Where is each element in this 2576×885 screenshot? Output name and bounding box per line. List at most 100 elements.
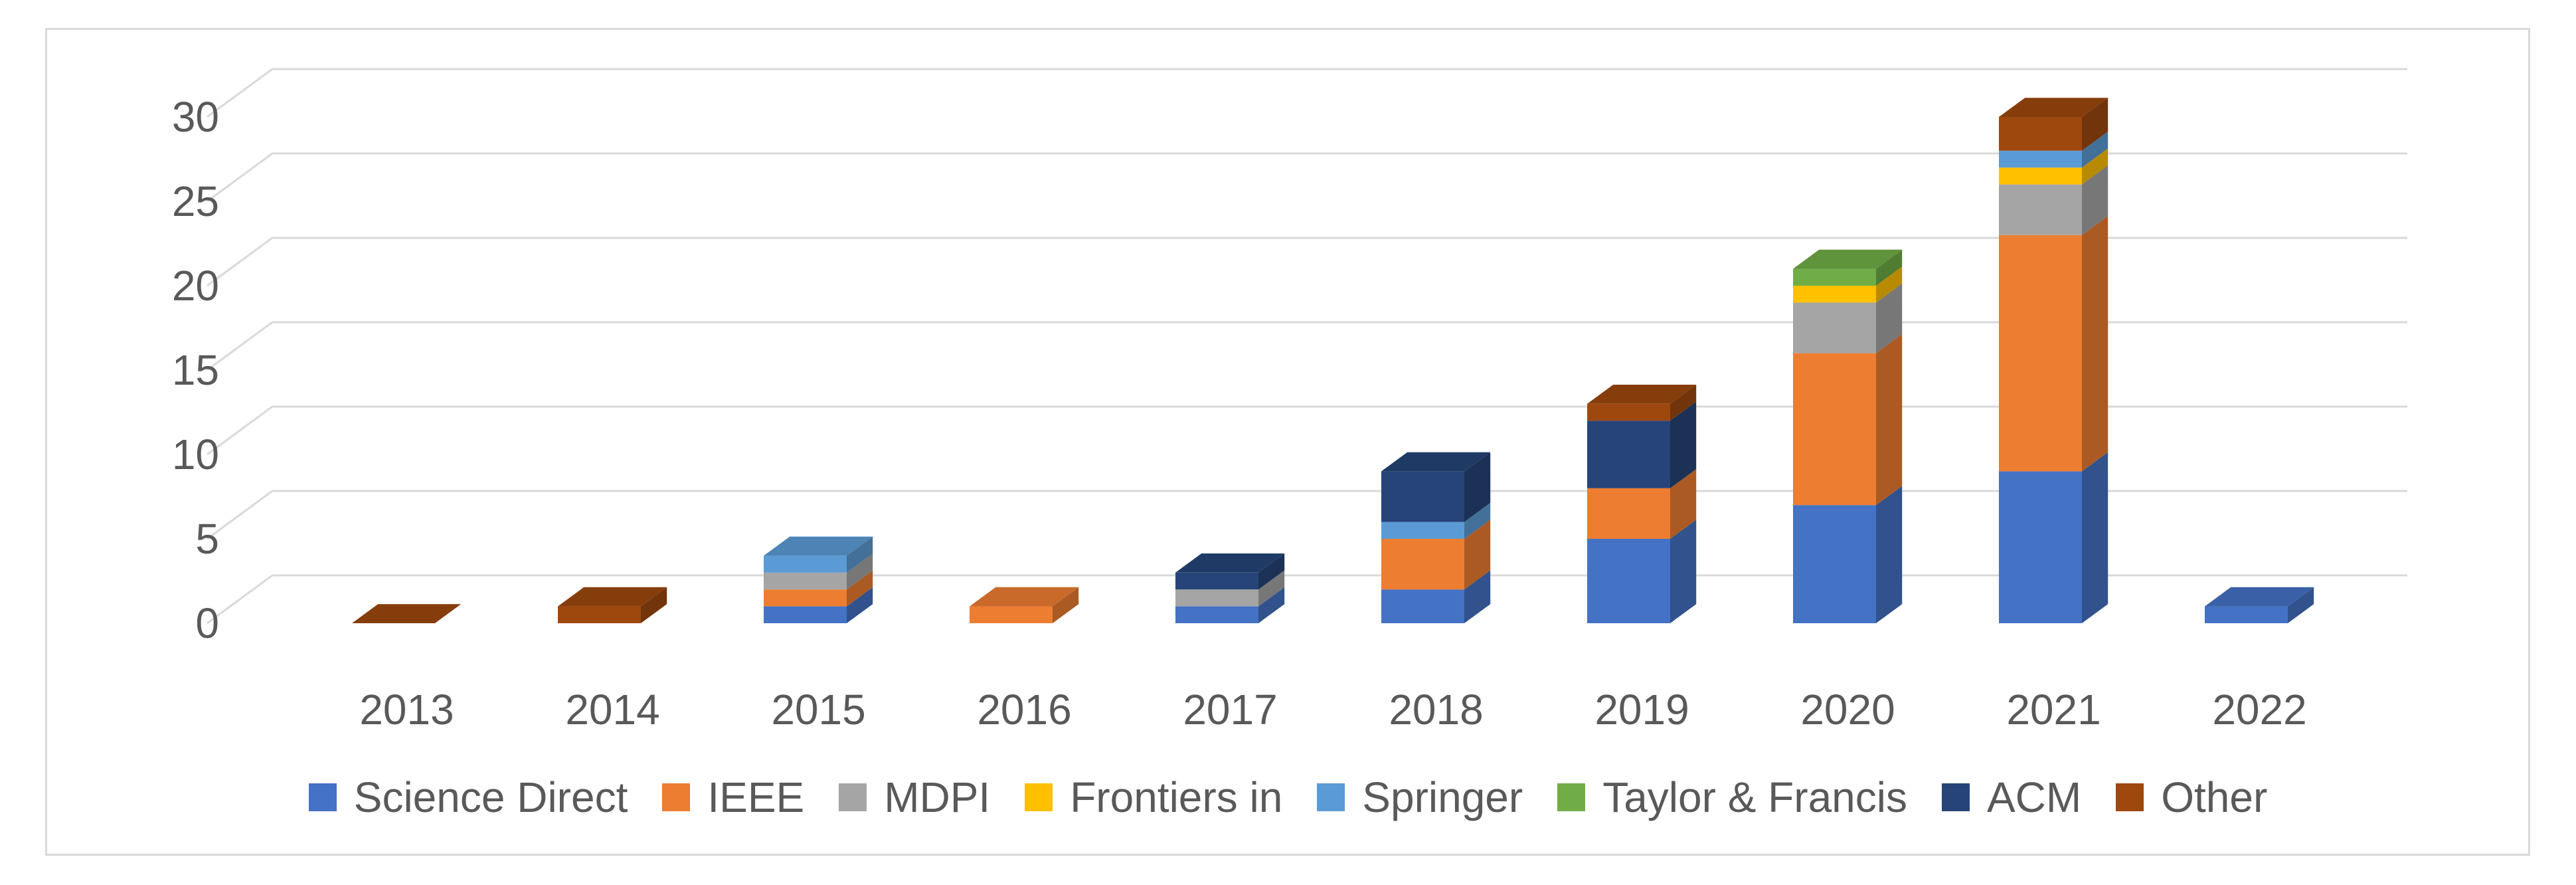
- legend-item: Taylor & Francis: [1557, 773, 1907, 822]
- y-tick-label: 10: [172, 431, 219, 478]
- bar-segment: [1999, 150, 2082, 168]
- chart-frame: [45, 28, 2530, 856]
- x-tick-label: 2021: [2006, 686, 2101, 734]
- bar-segment: [1999, 235, 2082, 472]
- x-tick-label: 2020: [1800, 686, 1895, 734]
- x-tick-label: 2018: [1389, 686, 1483, 734]
- legend-swatch: [1941, 783, 1970, 811]
- bar-segment: [764, 589, 847, 607]
- bar-segment: [1381, 539, 1464, 590]
- bar-segment-side: [1464, 570, 1491, 623]
- bar-segment: [1999, 471, 2082, 623]
- x-axis-tick-labels: 2013 2014 2015 2016 2017 2018 2019 2020 2021 2022: [359, 686, 2306, 734]
- bar-segment: [764, 555, 847, 573]
- legend-swatch: [1025, 783, 1053, 811]
- y-tick-label: 25: [172, 177, 219, 225]
- bar-segment-side: [2082, 165, 2108, 235]
- legend-label: ACM: [1986, 773, 2082, 821]
- bar-segment: [1793, 505, 1876, 623]
- y-tick-label: 15: [172, 346, 219, 394]
- legend-item: IEEE: [662, 773, 804, 822]
- bar-top-cap: [1587, 385, 1697, 404]
- legend-label: Springer: [1362, 773, 1523, 821]
- y-axis-tick-labels: 0 5 10 15 20 25 30: [172, 93, 219, 647]
- legend-label: Taylor & Francis: [1602, 773, 1907, 821]
- bar-stack-2020: [1793, 249, 1903, 623]
- x-tick-label: 2016: [977, 686, 1071, 734]
- bar-segment: [1381, 471, 1464, 522]
- bar-segment: [1587, 539, 1670, 623]
- bar-stack-2017: [1175, 553, 1285, 623]
- x-tick-label: 2015: [771, 686, 865, 734]
- bar-stack-2015: [764, 536, 873, 623]
- bar-segment: [558, 606, 641, 623]
- x-tick-label: 2019: [1594, 686, 1689, 734]
- gridline-side: [207, 405, 273, 456]
- bar-segment-side: [1464, 452, 1491, 522]
- bar-stack-2014: [558, 587, 667, 623]
- legend-item: Other: [2116, 773, 2267, 822]
- legend-swatch: [1317, 783, 1345, 811]
- bar-segment-side: [1876, 486, 1903, 623]
- gridline-side: [207, 490, 273, 540]
- bar-segment-side: [847, 536, 873, 573]
- bar-segment: [764, 572, 847, 590]
- y-tick-label: 5: [195, 515, 219, 563]
- bar-segment-side: [1464, 502, 1491, 539]
- bar-segment-side: [2082, 98, 2108, 151]
- bar-segment-side: [2082, 216, 2108, 472]
- bar-segment: [1587, 421, 1670, 488]
- x-tick-label: 2022: [2212, 686, 2306, 734]
- y-tick-label: 0: [195, 599, 219, 647]
- bar-segment: [1793, 268, 1876, 286]
- x-tick-label: 2017: [1183, 686, 1277, 734]
- bar-segment-side: [1670, 385, 1697, 421]
- bar-segment-side: [1876, 334, 1903, 506]
- legend-swatch: [662, 783, 691, 811]
- bar-top-cap: [1381, 452, 1491, 472]
- legend-item: Frontiers in: [1025, 773, 1282, 822]
- legend-swatch: [2116, 783, 2144, 811]
- bar-segment-side: [847, 553, 873, 590]
- bar-segment-side: [1258, 570, 1285, 607]
- bar-segment-side: [2082, 452, 2108, 623]
- bar-segment-side: [1876, 283, 1903, 353]
- bar-stack-2019: [1587, 385, 1697, 623]
- gridline-side: [207, 68, 273, 118]
- y-tick-label: 20: [172, 262, 219, 310]
- bar-segment: [1175, 572, 1258, 590]
- bar-segment: [1793, 286, 1876, 303]
- bar-top-cap: [2205, 587, 2314, 607]
- legend: Science Direct IEEE MDPI Frontiers in Spring…: [0, 771, 2576, 824]
- bar-segment: [1175, 589, 1258, 607]
- bar-stack-2021: [1999, 98, 2108, 623]
- legend-label: IEEE: [707, 773, 805, 821]
- legend-swatch: [839, 783, 867, 811]
- bar-segment-side: [847, 570, 873, 607]
- x-tick-label: 2013: [359, 686, 454, 734]
- bar-top-cap: [1175, 553, 1285, 573]
- legend-item: Science Direct: [308, 773, 628, 822]
- bar-segment-side: [1258, 553, 1285, 590]
- legend-label: Frontiers in: [1070, 773, 1283, 821]
- stacked-bars: [352, 98, 2314, 623]
- bar-segment-side: [1670, 401, 1697, 488]
- bar-top-cap: [970, 587, 1079, 607]
- bar-segment: [1175, 606, 1258, 623]
- bar-segment: [1587, 403, 1670, 421]
- bar-segment-side: [1670, 469, 1697, 539]
- bar-segment: [1999, 184, 2082, 235]
- gridline-side: [207, 237, 273, 287]
- legend-swatch: [1557, 783, 1586, 811]
- bar-segment-side: [2082, 132, 2108, 168]
- gridline-side: [207, 321, 273, 371]
- x-tick-label: 2014: [565, 686, 659, 734]
- bar-segment: [1999, 117, 2082, 151]
- bar-segment-side: [2288, 587, 2314, 623]
- bar-segment-side: [641, 587, 667, 623]
- bar-segment: [1793, 353, 1876, 506]
- bar-segment: [1381, 522, 1464, 539]
- bar-segment-side: [1464, 520, 1491, 590]
- bar-segment-side: [2082, 148, 2108, 185]
- y-tick-label: 30: [172, 93, 219, 141]
